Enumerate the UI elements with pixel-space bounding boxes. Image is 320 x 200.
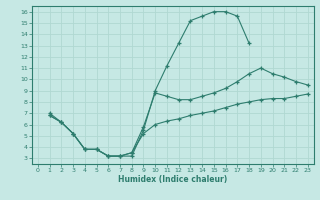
X-axis label: Humidex (Indice chaleur): Humidex (Indice chaleur): [118, 175, 228, 184]
